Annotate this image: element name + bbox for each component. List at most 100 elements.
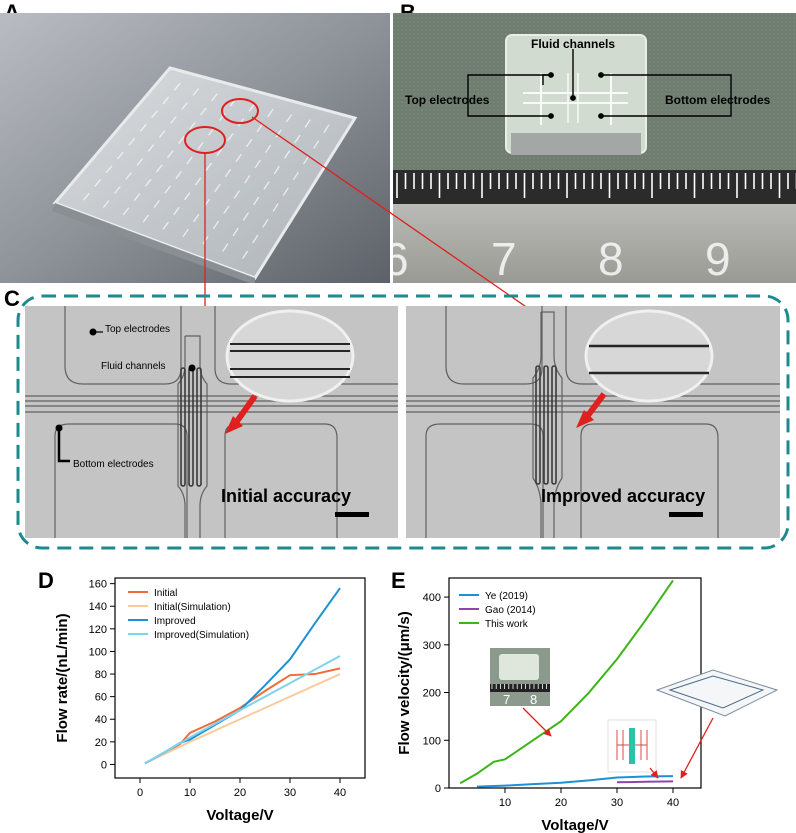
chip-unit-mark (252, 234, 259, 244)
inset-schematic-ye (607, 719, 657, 773)
chip-unit-mark (128, 137, 136, 146)
ruler-number: 7 (491, 233, 517, 283)
inset-3d-inner (668, 675, 765, 709)
chip-unit-mark (223, 205, 230, 214)
panel-b-photo: 6 7 8 9 Fluid channels Top electrodes Botto… (393, 13, 796, 283)
panel-c-letter: C (4, 286, 20, 311)
legend-label: Gao (2014) (485, 605, 536, 616)
scale-bar-improved (669, 512, 703, 517)
y-tick-label: 100 (423, 735, 441, 747)
chip-unit-mark (292, 171, 299, 181)
series-line-1 (476, 775, 674, 788)
y-tick-label: 0 (435, 783, 441, 795)
chip-unit-mark (200, 107, 207, 116)
x-tick-label: 10 (499, 797, 511, 809)
chip-unit-mark (282, 187, 289, 197)
y-tick-label: 120 (89, 624, 107, 636)
plot-frame (114, 577, 366, 779)
y-axis-label: Flow velocity/(μm/s) (396, 611, 413, 754)
series-line-2 (144, 673, 341, 765)
inset-schematic-gao (655, 669, 779, 717)
y-tick-label: 0 (101, 759, 107, 771)
chip-unit-mark (186, 156, 193, 165)
micrograph-initial: Top electrodes Fluid channels Bottom ele… (25, 306, 398, 538)
panel-e-letter: E (391, 568, 406, 593)
x-tick-label: 20 (234, 787, 246, 799)
chip-unit-mark (153, 199, 161, 209)
ruler-number: 8 (598, 233, 624, 283)
x-axis-label: Voltage/V (541, 817, 608, 833)
connector-arrow-2 (251, 116, 549, 323)
chip-unit-mark (265, 144, 272, 153)
y-tick-label: 160 (89, 579, 107, 591)
chip-unit-mark (170, 116, 177, 124)
connector-arrows (201, 116, 549, 323)
chip-unit-mark (254, 159, 261, 169)
chip-unit-mark (224, 168, 232, 178)
chip-unit-mark (313, 140, 320, 149)
y-axis-label: Flow rate/(nL/min) (54, 613, 71, 742)
label-initial-accuracy: Initial accuracy (221, 486, 352, 506)
chip-unit-mark (283, 150, 291, 159)
chip-unit-mark (294, 134, 301, 144)
callout-lines-b (467, 49, 732, 119)
chip-unit-mark (304, 119, 311, 128)
inset-electrodes (616, 730, 648, 760)
x-tick-label: 30 (611, 797, 623, 809)
legend-label: Initial (154, 588, 177, 599)
inset-arrow-2 (649, 767, 659, 779)
chip-unit-mark (235, 153, 242, 163)
chip-unit-mark (144, 178, 152, 187)
legend-label: Ye (2019) (485, 591, 528, 602)
y-tick-label: 400 (423, 592, 441, 604)
micrograph-improved: Improved accuracy (406, 306, 780, 538)
inset-arrow-1 (522, 707, 552, 737)
chip-unit-mark (166, 150, 174, 159)
chip-unit-mark (147, 144, 155, 152)
highlight-circle-1 (221, 98, 259, 124)
chip-unit-mark (244, 175, 251, 184)
inset-ruler-band (490, 684, 550, 692)
ruler-number: 6 (393, 233, 409, 283)
chip-unit-mark (246, 138, 253, 148)
chip-unit-mark (233, 190, 240, 199)
y-tick-label: 140 (89, 601, 107, 613)
chip-unit-mark (162, 96, 170, 105)
x-tick-label: 10 (184, 787, 196, 799)
chip-unit-mark (162, 221, 169, 230)
chip-unit-mark (189, 121, 196, 130)
chip-unit-mark (205, 162, 212, 171)
chip-unit-mark (302, 155, 310, 165)
chip-unit-mark (164, 185, 171, 194)
legend-label: Improved(Simulation) (154, 630, 249, 641)
x-tick-label: 40 (334, 787, 346, 799)
inset-arrow-3 (680, 717, 714, 779)
panel-d-letter: D (38, 568, 54, 593)
chip-unit-mark (94, 179, 102, 187)
y-tick-label: 20 (95, 737, 107, 749)
chip-unit-mark (212, 220, 220, 230)
chip-unit-mark (272, 203, 279, 212)
chip-unit-mark (139, 124, 147, 132)
chip-unit-mark (256, 123, 263, 133)
chip-unit-mark (253, 196, 260, 206)
chip-unit-mark (218, 112, 226, 122)
chip-unit-mark (105, 165, 113, 174)
chip-unit-mark (263, 181, 270, 190)
chip-unit-mark (155, 164, 163, 173)
chip-unit-mark (178, 136, 185, 144)
inset-chip (499, 654, 539, 680)
chip-unit-mark (133, 193, 141, 201)
label-fluid-channels-b: Fluid channels (531, 37, 616, 51)
label-top-electrodes-b: Top electrodes (405, 93, 490, 107)
chip-unit-mark (173, 206, 180, 216)
y-tick-label: 100 (89, 646, 107, 658)
chip-unit-mark (114, 186, 121, 194)
legend-label: Improved (154, 616, 196, 627)
label-fluid-channels-c: Fluid channels (101, 361, 166, 372)
y-tick-label: 60 (95, 692, 107, 704)
x-tick-label: 30 (284, 787, 296, 799)
chip-unit-mark (158, 130, 166, 138)
chip-unit-mark (273, 165, 280, 175)
